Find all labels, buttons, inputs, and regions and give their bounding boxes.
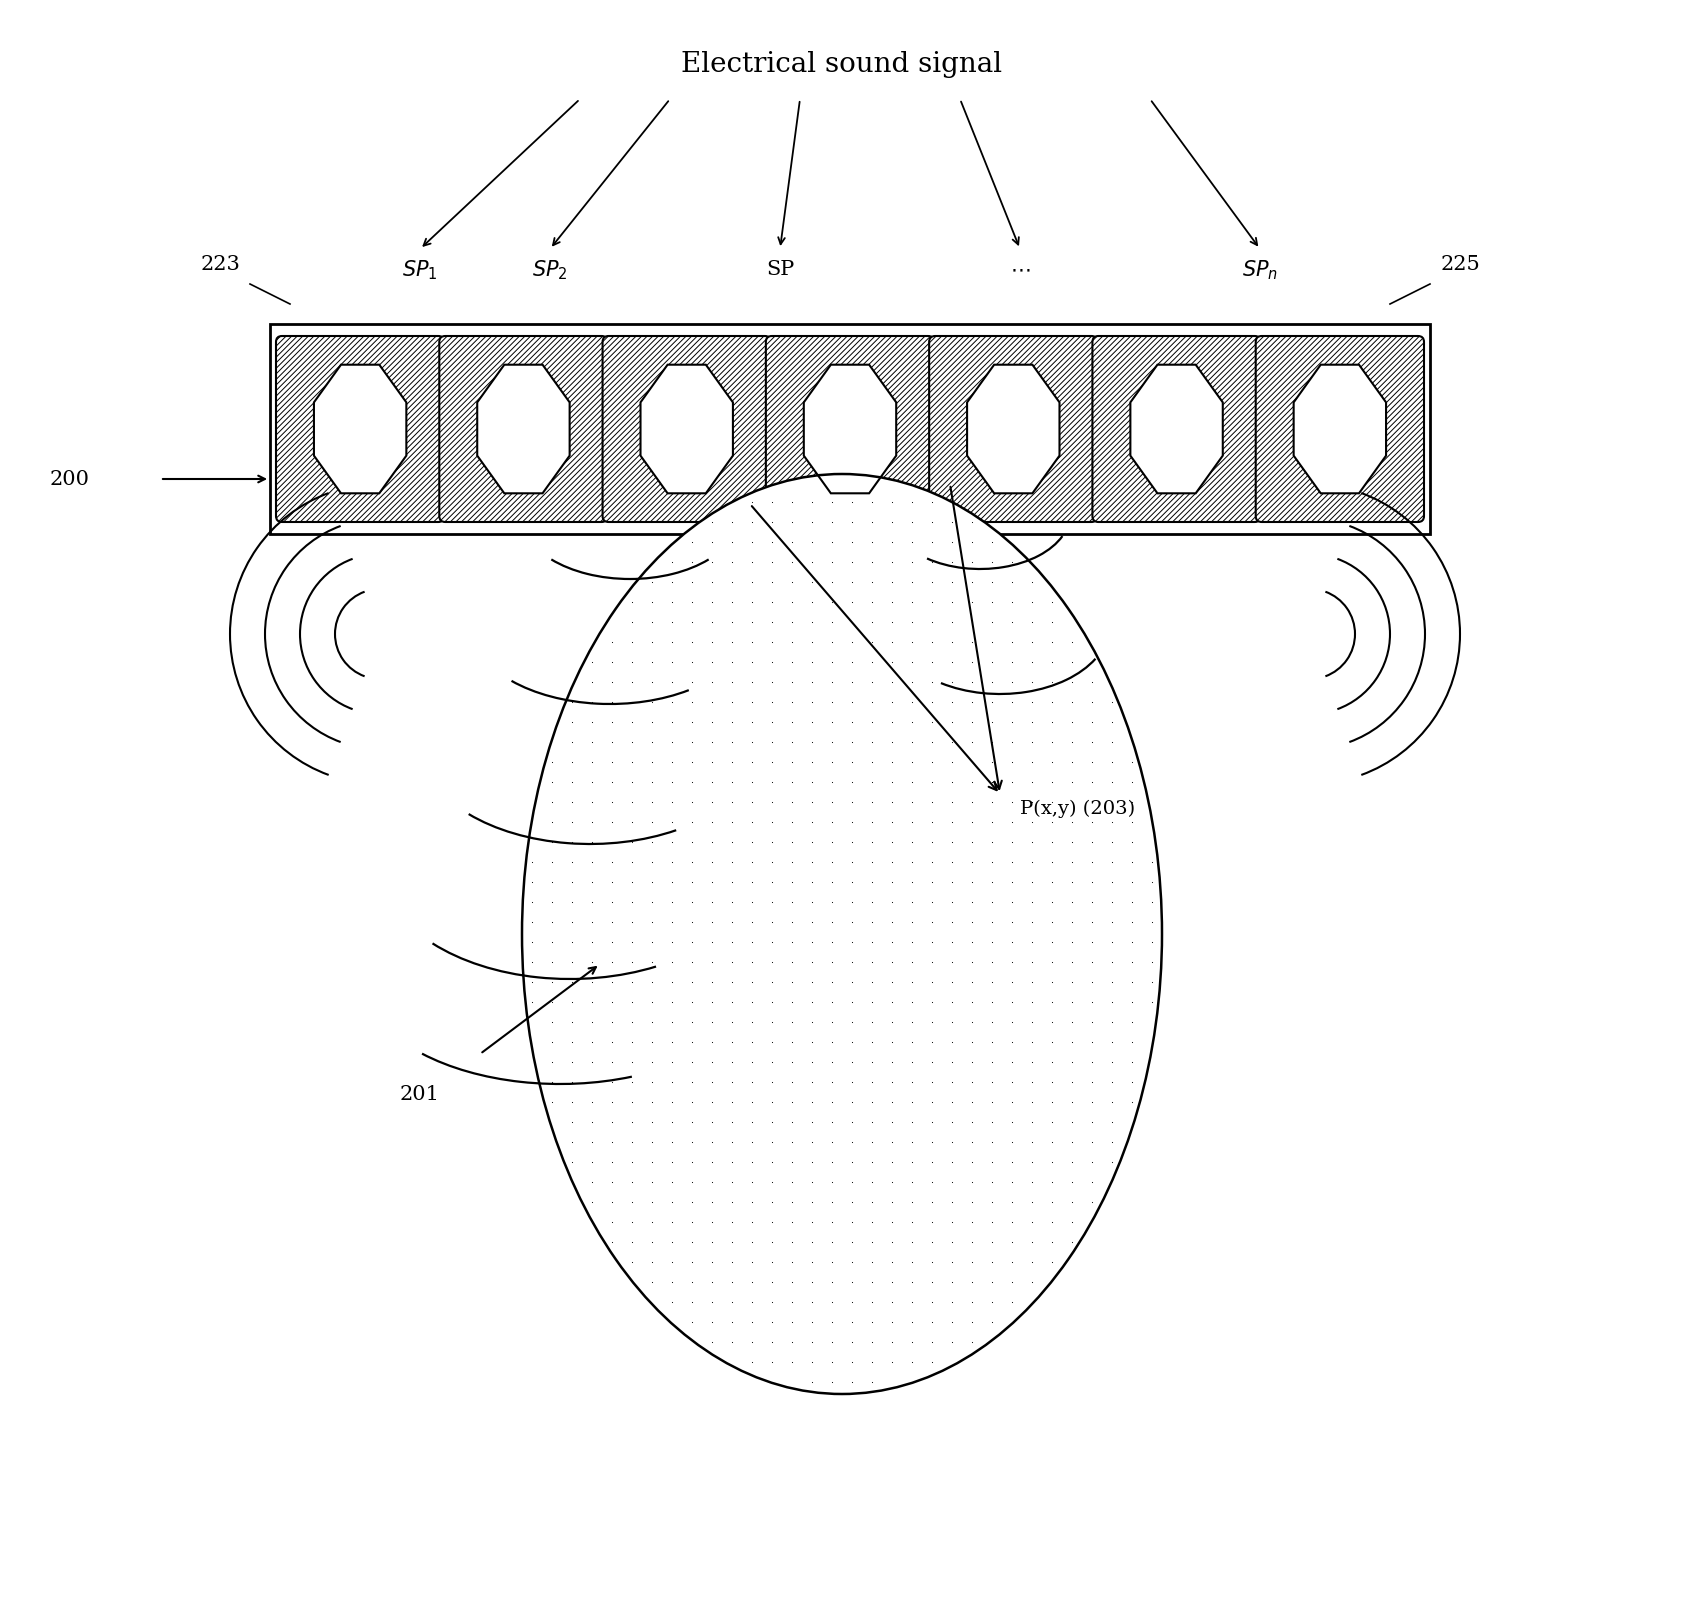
Text: $\cdots$: $\cdots$ bbox=[1010, 260, 1031, 279]
Text: SP: SP bbox=[766, 260, 795, 279]
Polygon shape bbox=[640, 365, 733, 494]
Text: 225: 225 bbox=[1440, 255, 1480, 274]
FancyBboxPatch shape bbox=[440, 337, 608, 523]
FancyBboxPatch shape bbox=[766, 337, 935, 523]
FancyBboxPatch shape bbox=[1256, 337, 1425, 523]
Text: P(x,y) (203): P(x,y) (203) bbox=[1021, 799, 1135, 818]
Polygon shape bbox=[803, 365, 896, 494]
FancyBboxPatch shape bbox=[276, 337, 445, 523]
Text: Electrical sound signal: Electrical sound signal bbox=[682, 52, 1002, 79]
Text: 201: 201 bbox=[401, 1085, 440, 1104]
Polygon shape bbox=[477, 365, 569, 494]
FancyBboxPatch shape bbox=[930, 337, 1098, 523]
Bar bbox=[269, 324, 1430, 534]
Polygon shape bbox=[1130, 365, 1223, 494]
FancyBboxPatch shape bbox=[603, 337, 771, 523]
Text: $SP_n$: $SP_n$ bbox=[1241, 258, 1278, 281]
Text: 223: 223 bbox=[200, 255, 239, 274]
Text: $SP_1$: $SP_1$ bbox=[402, 258, 438, 281]
Polygon shape bbox=[967, 365, 1059, 494]
FancyBboxPatch shape bbox=[1093, 337, 1261, 523]
Ellipse shape bbox=[522, 475, 1162, 1394]
Polygon shape bbox=[1293, 365, 1386, 494]
Text: $SP_2$: $SP_2$ bbox=[532, 258, 568, 281]
Polygon shape bbox=[313, 365, 406, 494]
Text: 200: 200 bbox=[51, 470, 89, 489]
